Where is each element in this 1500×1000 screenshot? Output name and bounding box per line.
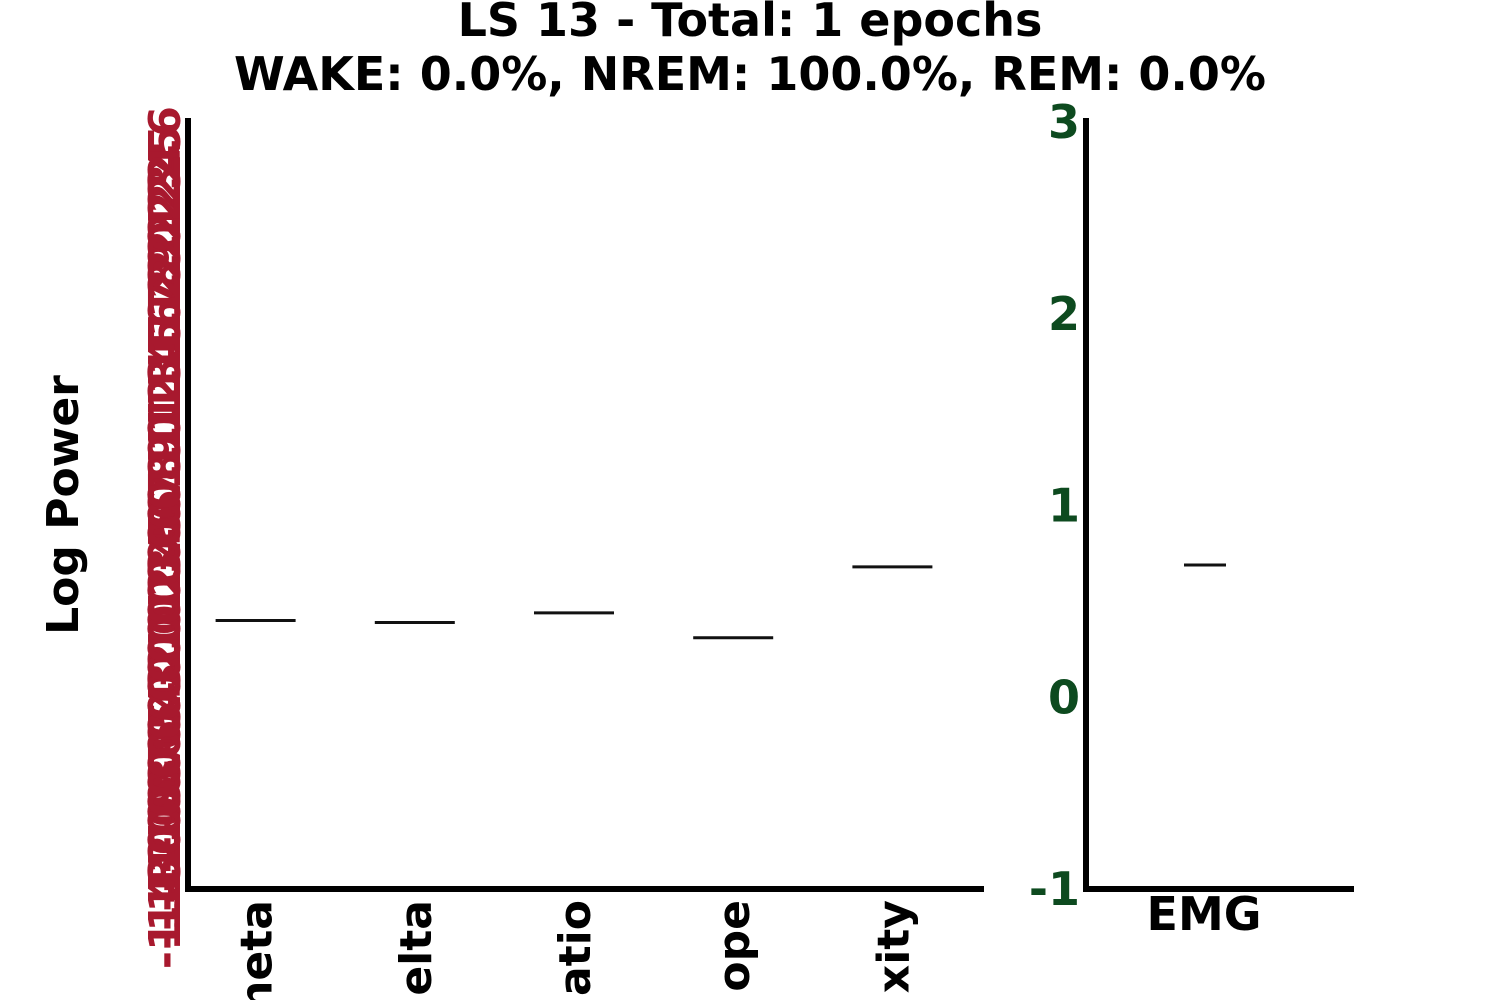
left-y-tick-label: -1.1 xyxy=(140,815,191,911)
left-y-tick-label: 0.2 xyxy=(140,566,191,644)
right-y-tick-label: -1 xyxy=(1029,862,1080,916)
left-y-tick-label: 2.6 xyxy=(140,106,191,184)
left-panel: -1.4-1.3-1.2-1.1-1.0-0.9-0.8-0.7-0.6-0.5… xyxy=(140,106,984,1000)
left-y-tick-label: -0.1 xyxy=(140,624,191,720)
left-y-tick-label: -1.2 xyxy=(140,835,191,931)
x-tick-label-EMG: EMG xyxy=(1147,887,1262,941)
x-tick-label-complexity: xity xyxy=(868,900,919,993)
chart-title: LS 13 - Total: 1 epochs xyxy=(458,0,1043,47)
left-y-tick-label: 1.5 xyxy=(140,317,191,395)
chart-subtitle: WAKE: 0.0%, NREM: 100.0%, REM: 0.0% xyxy=(234,47,1266,101)
left-y-tick-label: 1.3 xyxy=(140,355,191,433)
right-panel: -1 0 1 2 3 EMG xyxy=(1029,95,1354,941)
left-y-tick-label: -0.2 xyxy=(140,643,191,739)
left-y-tick-label: 2.2 xyxy=(140,183,191,261)
left-y-tick-label: 2.1 xyxy=(140,202,191,280)
left-y-tick-label: 1.7 xyxy=(140,279,191,357)
left-y-tick-label: -0.6 xyxy=(140,720,191,816)
left-y-tick-label: -0.3 xyxy=(140,662,191,758)
left-y-tick-label: -0.9 xyxy=(140,777,191,873)
left-y-tick-label: -1.3 xyxy=(140,854,191,950)
right-y-tick-label: 2 xyxy=(1048,287,1080,341)
left-y-tick-label: 0.9 xyxy=(140,432,191,510)
left-y-tick-label: 1.0 xyxy=(140,413,191,491)
left-y-tick-label: 1.6 xyxy=(140,298,191,376)
right-x-tick-labels: EMG xyxy=(1147,887,1262,941)
left-y-tick-label: 0.7 xyxy=(140,470,191,548)
left-data-marks xyxy=(215,565,933,640)
left-y-tick-label: 1.1 xyxy=(140,394,191,472)
left-y-tick-label: 2.4 xyxy=(140,144,191,222)
left-y-tick-label: 1.8 xyxy=(140,259,191,337)
left-y-tick-label: -1.0 xyxy=(140,796,191,892)
left-y-tick-label: -0.8 xyxy=(140,758,191,854)
x-tick-label-ratio: atio xyxy=(550,900,601,996)
x-tick-label-slope: ope xyxy=(709,900,760,992)
left-y-tick-label: 2.3 xyxy=(140,164,191,242)
left-y-tick-label: 1.4 xyxy=(140,336,191,414)
y-axis-label: Log Power xyxy=(38,375,89,635)
right-y-tick-labels: -1 0 1 2 3 xyxy=(1029,95,1080,916)
right-y-tick-label: 1 xyxy=(1048,479,1080,533)
left-y-tick-label: 0.6 xyxy=(140,490,191,568)
x-tick-label-theta: neta xyxy=(232,900,283,1000)
left-y-tick-label: 0.1 xyxy=(140,585,191,663)
left-y-tick-label: -1.4 xyxy=(140,873,191,969)
right-y-tick-label: 0 xyxy=(1048,670,1080,724)
left-y-tick-label: -0.7 xyxy=(140,739,191,835)
left-y-tick-label: 0.5 xyxy=(140,509,191,587)
left-y-tick-label: 2.0 xyxy=(140,221,191,299)
left-y-tick-label: 0.0 xyxy=(140,605,191,683)
left-y-tick-label: -0.5 xyxy=(140,700,191,796)
left-y-tick-labels: -1.4-1.3-1.2-1.1-1.0-0.9-0.8-0.7-0.6-0.5… xyxy=(140,106,191,969)
left-y-tick-label: 0.3 xyxy=(140,547,191,625)
left-x-tick-labels: neta elta atio ope xity xyxy=(232,900,920,1000)
left-y-tick-label: 0.4 xyxy=(140,528,191,606)
left-y-tick-label: 1.2 xyxy=(140,374,191,452)
left-y-tick-label: 2.5 xyxy=(140,125,191,203)
right-y-tick-label: 3 xyxy=(1048,95,1080,149)
left-y-tick-label: 1.9 xyxy=(140,240,191,318)
x-tick-label-delta: elta xyxy=(391,900,442,996)
left-y-tick-label: 0.8 xyxy=(140,451,191,529)
left-y-tick-label: -0.4 xyxy=(140,681,191,777)
